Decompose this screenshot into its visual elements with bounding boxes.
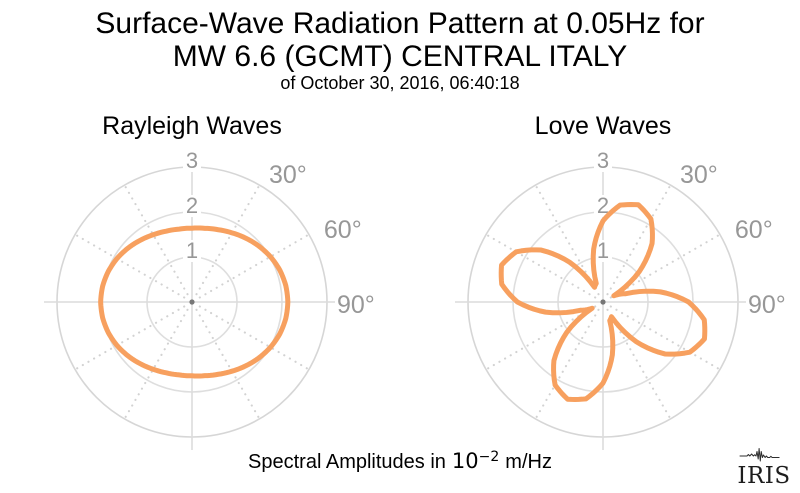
grid-spoke-dotted [606,308,672,420]
angle-tick-label: 30° [269,161,307,189]
grid-spoke-dotted [123,308,189,420]
grid-spoke-dotted [485,233,597,299]
radial-tick-label-backing [594,195,612,217]
grid-spoke-dotted [195,184,261,296]
grid-spoke-dotted [74,305,186,371]
grid-spoke-dotted [609,305,721,371]
grid-spoke-dotted [534,308,600,420]
radial-tick-label-backing [183,240,201,262]
radial-tick-label: 3 [597,148,609,173]
love-radiation-amplitude-curve [498,202,708,402]
caption: Spectral Amplitudes in 10−2 m/Hz [0,449,800,474]
angle-tick-label: 90° [337,291,375,319]
angle-tick-label-backing [335,294,381,319]
radial-tick-label: 1 [186,238,198,263]
center-dot [600,299,606,305]
seismogram-trace-icon [739,448,780,462]
grid-spoke-dotted [198,305,310,371]
grid-spoke-dotted [123,184,189,296]
caption-suffix: m/Hz [505,451,552,473]
grid-spoke-dotted [198,233,310,299]
caption-math-amplitude-scale: 10−2 [451,449,500,473]
grid-spoke-dotted [534,184,600,296]
center-dot [189,299,195,305]
grid-spoke-dotted [609,233,721,299]
iris-logo-graphic: IRIS [737,448,790,489]
iris-logo-text: IRIS [737,463,790,489]
radial-tick-label: 1 [597,238,609,263]
figure-title-line1: Surface-Wave Radiation Pattern at 0.05Hz… [95,7,705,40]
angle-tick-label: 90° [748,291,786,319]
caption-exponent: −2 [478,449,500,465]
grid-spoke-dotted [195,308,261,420]
radial-tick-label-backing [183,150,201,172]
angle-tick-label-backing [746,294,792,319]
caption-prefix: Spectral Amplitudes in [248,451,446,473]
radial-tick-label-backing [183,195,201,217]
figure-subtitle: of October 30, 2016, 06:40:18 [280,73,520,93]
rayleigh-radiation-amplitude-curve [98,225,291,379]
radial-tick-label: 3 [186,148,198,173]
angle-tick-label: 60° [735,216,773,244]
figure-title-line2: MW 6.6 (GCMT) CENTRAL ITALY [172,40,628,73]
angle-tick-label: 60° [324,216,362,244]
grid-spoke-dotted [485,305,597,371]
angle-tick-label: 30° [680,161,718,189]
grid-spoke-dotted [74,233,186,299]
radial-tick-label-backing [594,240,612,262]
chart-title-rayleigh: Rayleigh Waves [102,112,282,140]
radial-tick-label-backing [594,150,612,172]
radial-tick-label: 2 [597,193,609,218]
iris-logo: IRIS [736,447,792,491]
grid-spoke-dotted [606,184,672,296]
chart-title-love: Love Waves [534,112,672,140]
radial-tick-label: 2 [186,193,198,218]
